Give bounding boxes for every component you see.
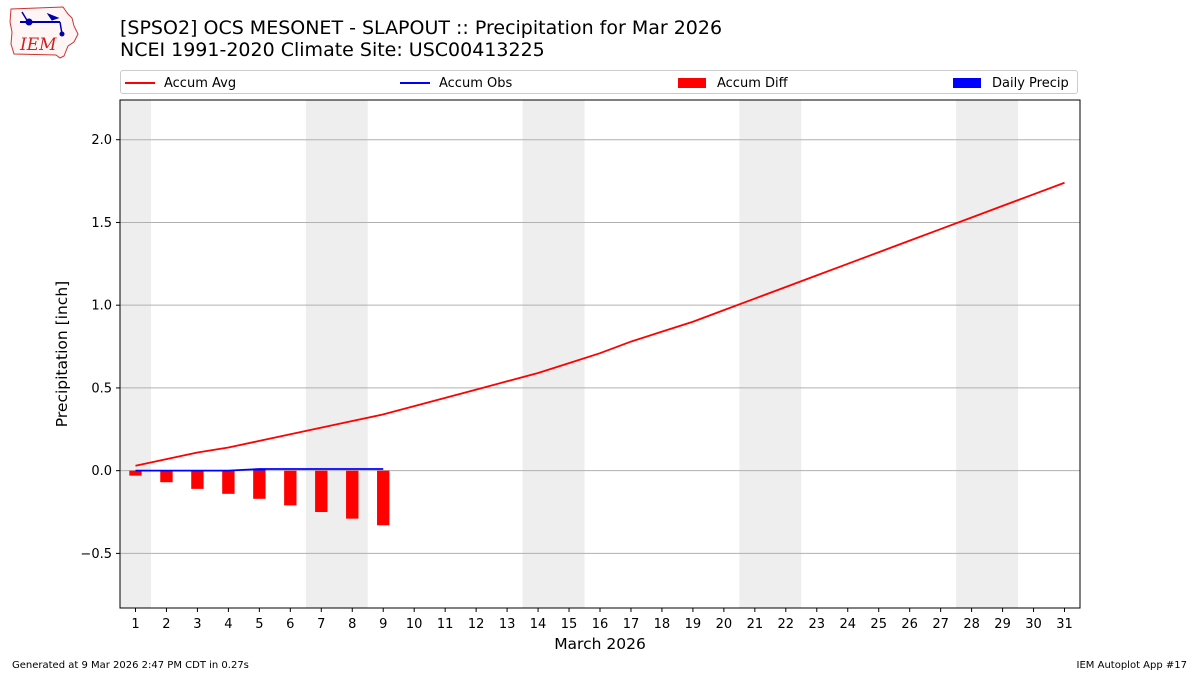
- legend-swatch-accum-obs: [400, 82, 430, 84]
- weekend-band-1: [305, 100, 368, 608]
- chart-title: [SPSO2] OCS MESONET - SLAPOUT :: Precipi…: [120, 17, 723, 39]
- x-tick-label-2: 2: [162, 617, 170, 632]
- accum-diff-bar-7: [315, 470, 328, 513]
- legend-item-accum-diff: Accum Diff: [678, 74, 788, 92]
- x-tick-label-17: 17: [623, 617, 640, 632]
- accum-avg-line: [135, 181, 1065, 467]
- x-tick-label-24: 24: [839, 617, 856, 632]
- accum-diff-bar-1: [129, 470, 142, 476]
- iem-logo: IEM: [9, 6, 79, 59]
- legend-swatch-daily-precip: [953, 78, 981, 88]
- weekend-band-2: [522, 100, 585, 608]
- accum-obs-line: [135, 468, 384, 472]
- x-tick-label-11: 11: [437, 617, 454, 632]
- x-tick-label-15: 15: [561, 617, 578, 632]
- x-tick-label-30: 30: [1025, 617, 1042, 632]
- accum-diff-bar-2: [160, 470, 173, 483]
- x-tick-label-14: 14: [530, 617, 547, 632]
- x-tick-label-27: 27: [932, 617, 949, 632]
- y-tick-label-5: 2.0: [91, 133, 112, 148]
- legend-item-accum-avg: Accum Avg: [125, 74, 236, 92]
- accum-diff-bar-4: [222, 470, 235, 494]
- x-tick-label-23: 23: [809, 617, 826, 632]
- x-tick-label-28: 28: [963, 617, 980, 632]
- x-tick-label-10: 10: [406, 617, 423, 632]
- legend-item-accum-obs: Accum Obs: [400, 74, 512, 92]
- legend-item-daily-precip: Daily Precip: [953, 74, 1069, 92]
- x-tick-label-18: 18: [654, 617, 671, 632]
- x-tick-label-26: 26: [901, 617, 918, 632]
- x-tick-label-7: 7: [317, 617, 325, 632]
- legend-label-accum-diff: Accum Diff: [717, 75, 788, 91]
- accum-diff-bar-3: [191, 470, 204, 489]
- chart-subtitle: NCEI 1991-2020 Climate Site: USC00413225: [120, 39, 545, 61]
- legend-label-accum-avg: Accum Avg: [164, 75, 237, 91]
- x-tick-label-1: 1: [131, 617, 139, 632]
- y-tick-label-2: 0.5: [91, 381, 112, 396]
- weekend-band-0: [120, 100, 151, 608]
- x-tick-label-9: 9: [379, 617, 387, 632]
- x-tick-label-29: 29: [994, 617, 1011, 632]
- weekend-band-4: [956, 100, 1019, 608]
- legend-label-daily-precip: Daily Precip: [992, 75, 1069, 91]
- x-tick-label-12: 12: [468, 617, 485, 632]
- accum-diff-bar-5: [253, 470, 266, 499]
- x-tick-label-31: 31: [1056, 617, 1073, 632]
- x-tick-label-25: 25: [870, 617, 887, 632]
- x-tick-label-6: 6: [286, 617, 294, 632]
- x-axis-label: March 2026: [554, 635, 646, 653]
- x-tick-label-13: 13: [499, 617, 516, 632]
- y-tick-label-1: 0.0: [91, 464, 112, 479]
- app-credit: IEM Autoplot App #17: [1076, 660, 1187, 671]
- legend-swatch-accum-diff: [678, 78, 706, 88]
- accum-diff-bar-8: [346, 470, 359, 519]
- x-tick-label-20: 20: [716, 617, 733, 632]
- y-axis-label: Precipitation [inch]: [53, 281, 71, 427]
- accum-diff-bar-6: [284, 470, 297, 506]
- y-tick-label-4: 1.5: [91, 216, 112, 231]
- legend-label-accum-obs: Accum Obs: [439, 75, 513, 91]
- legend-swatch-accum-avg: [125, 82, 155, 84]
- x-tick-label-22: 22: [778, 617, 795, 632]
- weather-station-icon: [20, 11, 65, 37]
- x-tick-label-8: 8: [348, 617, 356, 632]
- x-tick-label-4: 4: [224, 617, 232, 632]
- weekend-band-3: [739, 100, 802, 608]
- y-tick-label-0: −0.5: [80, 547, 112, 562]
- y-tick-label-3: 1.0: [91, 299, 112, 314]
- x-tick-label-3: 3: [193, 617, 201, 632]
- generated-timestamp: Generated at 9 Mar 2026 2:47 PM CDT in 0…: [12, 660, 249, 671]
- accum-diff-bar-9: [377, 470, 390, 526]
- logo-text: IEM: [19, 35, 57, 55]
- x-tick-label-21: 21: [747, 617, 764, 632]
- x-tick-label-16: 16: [592, 617, 609, 632]
- x-tick-label-19: 19: [685, 617, 702, 632]
- x-tick-label-5: 5: [255, 617, 263, 632]
- legend: Accum Avg Accum Obs Accum Diff Daily Pre…: [120, 70, 1078, 94]
